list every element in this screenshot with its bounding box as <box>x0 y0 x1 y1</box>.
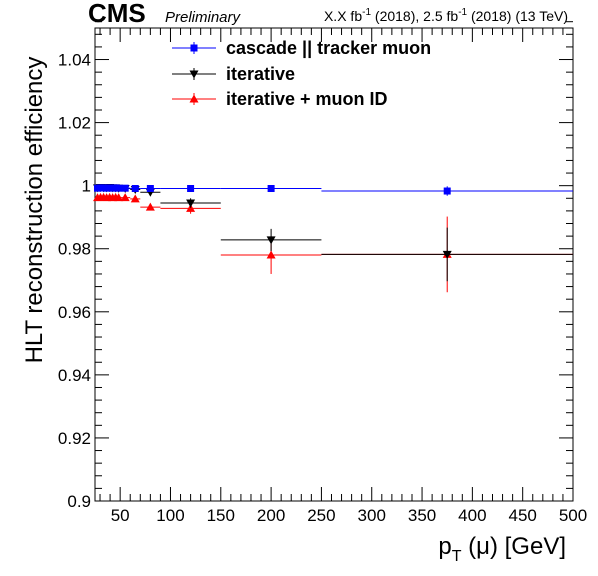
legend-marker <box>190 44 198 52</box>
series-group <box>93 192 573 293</box>
series-group <box>93 184 573 282</box>
legend-label: iterative + muon ID <box>226 89 388 109</box>
y-tick-label: 0.92 <box>58 429 91 448</box>
y-tick-label: 0.96 <box>58 303 91 322</box>
data-point <box>267 185 275 193</box>
data-point <box>131 185 139 193</box>
y-tick-label: 0.9 <box>67 492 91 511</box>
y-tick-label: 0.98 <box>58 240 91 259</box>
x-tick-label: 200 <box>257 506 285 525</box>
luminosity-label: X.X fb-1 (2018), 2.5 fb-1 (2018) (13 TeV… <box>324 7 568 24</box>
data-point <box>266 236 276 245</box>
x-axis-title: pT (μ) [GeV] <box>438 533 566 565</box>
x-tick-label: 450 <box>508 506 536 525</box>
axis-tick-labels: 50 100 150 200 250 300 350 400 450 500 0.9 0.92 0.94… <box>58 51 587 525</box>
data-point <box>266 250 276 259</box>
x-tick-label: 500 <box>559 506 587 525</box>
data-point <box>115 184 123 192</box>
data-point <box>130 194 140 203</box>
y-tick-label: 1.02 <box>58 114 91 133</box>
data-point <box>186 199 196 208</box>
data-point <box>146 185 154 193</box>
legend-marker <box>189 94 199 103</box>
data-point <box>186 203 196 212</box>
legend-label: cascade || tracker muon <box>226 38 431 58</box>
axis-ticks <box>95 21 574 502</box>
y-tick-label: 1 <box>82 177 91 196</box>
x-tick-label: 50 <box>111 506 130 525</box>
preliminary-label: Preliminary <box>165 9 242 26</box>
data-point <box>121 184 129 192</box>
x-tick-label: 300 <box>358 506 386 525</box>
data-point <box>442 250 452 259</box>
legend: cascade || tracker muon iterative iterativ… <box>172 38 431 109</box>
data-series <box>93 184 573 293</box>
legend-marker <box>189 70 199 79</box>
x-tick-label: 100 <box>156 506 184 525</box>
y-tick-label: 0.94 <box>58 366 91 385</box>
plot-frame <box>94 27 574 502</box>
x-tick-label: 400 <box>458 506 486 525</box>
x-tick-label: 150 <box>207 506 235 525</box>
data-point <box>443 187 451 195</box>
data-point <box>120 193 130 202</box>
x-tick-label: 250 <box>307 506 335 525</box>
legend-label: iterative <box>226 64 295 84</box>
x-tick-label: 350 <box>408 506 436 525</box>
series-group <box>94 184 573 196</box>
data-point <box>187 185 195 193</box>
y-axis-title: HLT reconstruction efficiency <box>21 57 48 364</box>
data-point <box>145 202 155 211</box>
y-tick-label: 1.04 <box>58 51 91 70</box>
data-point <box>114 193 124 202</box>
cms-label: CMS <box>88 0 146 28</box>
